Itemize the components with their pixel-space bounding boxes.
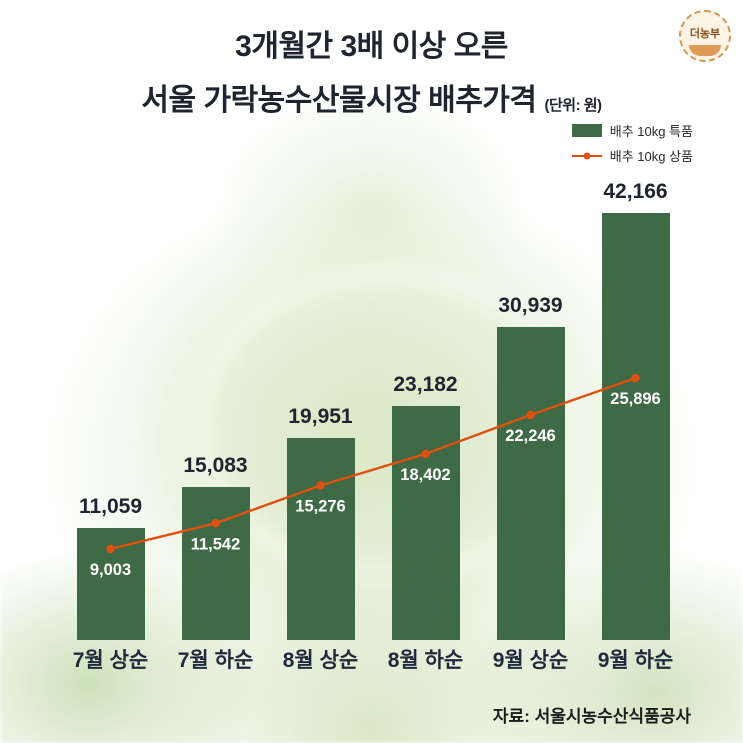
title-line-1: 3개월간 3배 이상 오른 [235, 30, 508, 63]
chart-title: 3개월간 3배 이상 오른 서울 가락농수산물시장 배추가격 (단위: 원) [0, 20, 743, 128]
bar-slot: 30,939 [478, 200, 583, 640]
line-series-dot-icon [583, 152, 591, 159]
title-line-2-row: 서울 가락농수산물시장 배추가격 (단위: 원) [0, 74, 743, 128]
title-line-2: 서울 가락농수산물시장 배추가격 [141, 84, 537, 117]
x-axis-label: 7월 하순 [177, 649, 254, 672]
line-series-swatch [571, 152, 602, 159]
bar [391, 406, 460, 640]
bar-slot: 15,083 [163, 200, 268, 640]
x-axis-label: 9월 하순 [597, 649, 674, 672]
badge-text: 더농부 [689, 28, 721, 40]
bar-slot: 23,182 [373, 200, 478, 640]
bar [286, 438, 355, 640]
line-series-label: 배추 10kg 상품 [609, 149, 693, 164]
bar [601, 213, 670, 640]
bar-value-label: 42,166 [603, 180, 668, 203]
x-axis-label: 8월 하순 [387, 649, 464, 672]
bar-series-label: 배추 10kg 특품 [609, 124, 693, 139]
legend-row-line: 배추 10kg 상품 [571, 146, 693, 165]
legend-row-bar: 배추 10kg 특품 [571, 121, 693, 140]
bar-series-swatch [571, 124, 602, 137]
x-axis-label: 8월 상순 [282, 649, 359, 672]
x-axis-label: 7월 상순 [72, 649, 149, 672]
deonongbu-badge: 더농부 [679, 10, 731, 62]
bar [76, 528, 145, 640]
source-credit: 자료: 서울시농수산식품공사 [492, 707, 691, 726]
bar-value-label: 11,059 [78, 495, 143, 518]
bar-value-label: 23,182 [393, 373, 458, 396]
chart-plot-area: 11,059 15,083 19,951 23,182 30,939 42,166 9,00… [58, 180, 688, 640]
bar-value-label: 30,939 [498, 294, 563, 317]
unit-label: (단위: 원) [544, 97, 603, 114]
x-axis-label: 9월 상순 [492, 649, 569, 672]
bar [496, 327, 565, 640]
bar-value-label: 19,951 [288, 405, 353, 428]
bar-slot: 11,059 [58, 200, 163, 640]
bar-slot: 19,951 [268, 200, 373, 640]
legend: 배추 10kg 특품 배추 10kg 상품 [571, 121, 693, 171]
x-axis-labels: 7월 상순 7월 하순 8월 상순 8월 하순 9월 상순 9월 하순 [58, 644, 688, 674]
bar [181, 487, 250, 640]
bar-slot: 42,166 [583, 180, 688, 640]
bar-value-label: 15,083 [183, 454, 248, 477]
